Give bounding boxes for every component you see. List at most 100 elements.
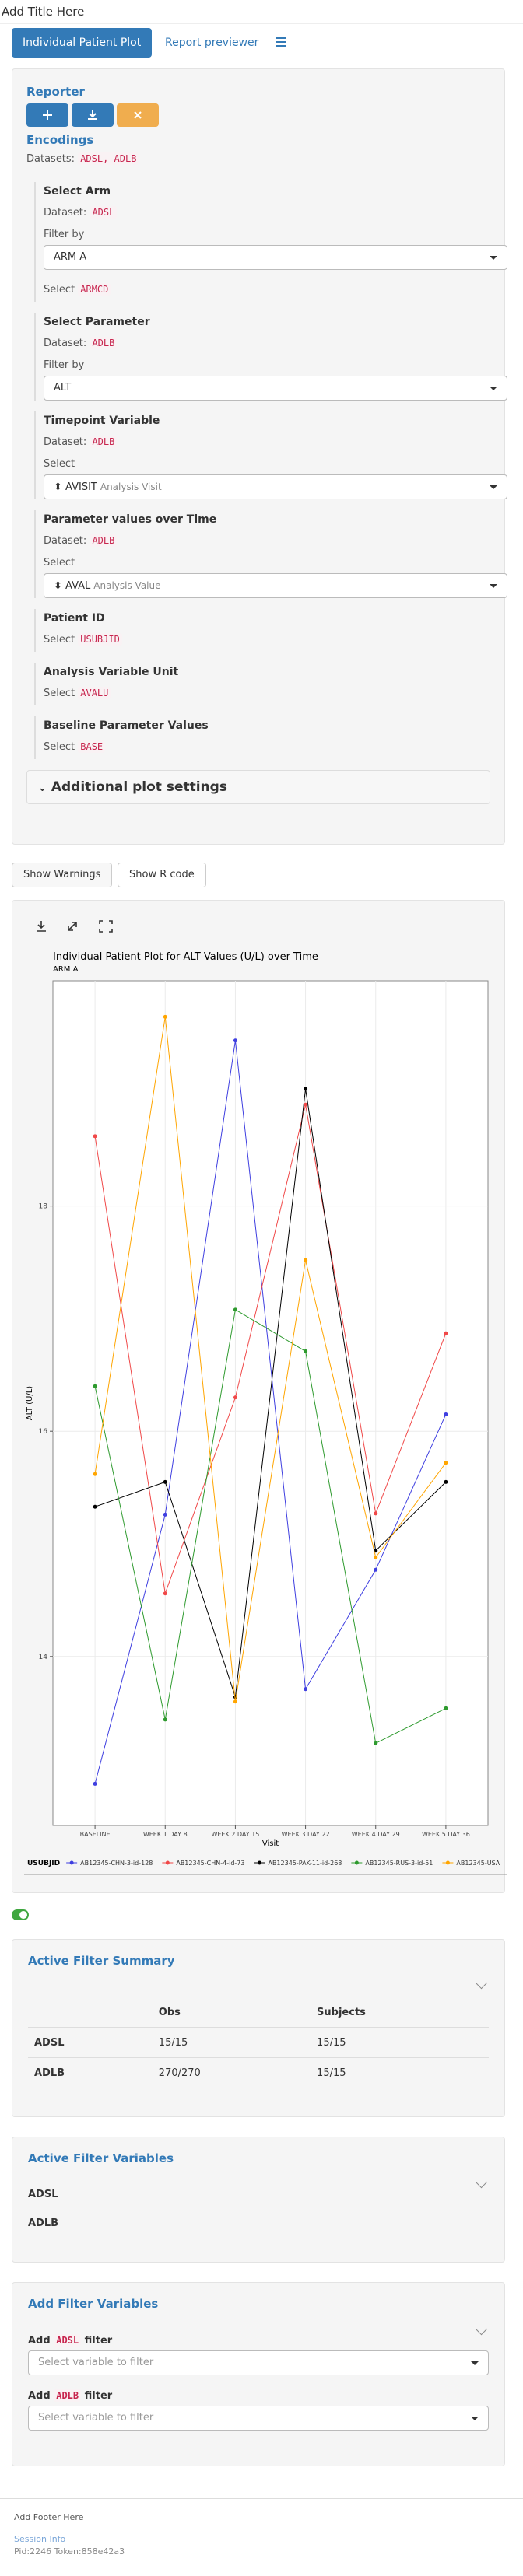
button[interactable]: Show Warnings — [12, 863, 113, 887]
code: AVALU — [78, 687, 111, 699]
accordion-title: Additional plot settings — [51, 779, 227, 795]
sections: Select Arm Dataset: ADSL Filter by ARM A Sel… — [26, 182, 507, 759]
collapse-chevron[interactable] — [475, 2175, 488, 2189]
code: ADSL — [90, 206, 118, 219]
collapse-chevron[interactable] — [475, 1976, 488, 1990]
series-line — [94, 1017, 447, 1702]
tab[interactable]: Report previewer — [165, 37, 259, 49]
legend-swatch — [165, 1860, 170, 1865]
filter-summary-panel: Active Filter Summary Obs Subjects ADSL 15/1… — [12, 1939, 505, 2117]
data-point — [93, 1384, 97, 1388]
series-line — [94, 1104, 447, 1594]
select-box[interactable]: ARM A — [44, 245, 507, 270]
encoding-section: Select Parameter Dataset: ADLB Filter by AL… — [34, 313, 507, 401]
tab[interactable]: Individual Patient Plot — [12, 28, 153, 58]
data-point — [444, 1331, 448, 1335]
panel-title: Active Filter Variables — [28, 2151, 174, 2165]
select-box[interactable]: Select variable to filter — [28, 2350, 489, 2375]
data-point — [444, 1412, 448, 1416]
add-button[interactable] — [26, 103, 68, 127]
data-point — [163, 1512, 167, 1517]
data-point — [374, 1567, 378, 1572]
data-point — [304, 1102, 308, 1107]
select-label: Select — [44, 557, 75, 569]
select-row: Select AVALU — [44, 681, 490, 705]
code: ARMCD — [78, 283, 111, 296]
expand-icon[interactable] — [68, 922, 77, 931]
header-cell: Obs — [152, 1997, 311, 2028]
label: Select — [44, 634, 75, 646]
dataset-row: Dataset: ADLB — [44, 529, 490, 553]
label: Select — [44, 284, 75, 296]
plot-area — [52, 980, 489, 1826]
plot-toolbar — [37, 920, 113, 933]
accordion[interactable]: ⌄ Additional plot settings — [26, 770, 490, 804]
panel-title: Active Filter Summary — [28, 1954, 175, 1968]
y-tick-label: 14 — [39, 1654, 48, 1661]
menu-icon[interactable] — [274, 35, 288, 49]
data-point — [163, 1717, 167, 1722]
dataset-row: Dataset: ADLB — [44, 331, 490, 355]
table-cell: 270/270 — [152, 2057, 311, 2088]
option-desc: Analysis Value — [93, 580, 161, 591]
y-axis-label: ALT (U/L) — [26, 1386, 34, 1420]
option-value: AVISIT — [65, 481, 97, 493]
plot-panel: Individual Patient Plot for ALT Values (… — [12, 900, 507, 1893]
select-box[interactable]: Select variable to filter — [28, 2406, 489, 2431]
filter-label: Add ADSL filter — [28, 2331, 489, 2350]
option-value: AVAL — [65, 580, 91, 592]
label: Dataset: — [44, 207, 87, 219]
chart: Individual Patient Plot for ALT Values (… — [24, 951, 507, 1875]
x-tick-label: BASELINE — [80, 1831, 111, 1838]
toggle-switch[interactable] — [12, 1909, 29, 1920]
legend-title: USUBJID — [27, 1860, 60, 1867]
code: BASE — [78, 740, 106, 753]
section-title: Analysis Variable Unit — [44, 666, 179, 678]
header-cell: Subjects — [311, 1997, 489, 2028]
filter-label: Add ADLB filter — [28, 2386, 489, 2406]
button[interactable]: Show R code — [118, 863, 206, 887]
data-point — [233, 1699, 237, 1704]
dataset-row: Dataset: ADSL — [44, 201, 490, 225]
data-point — [233, 1038, 237, 1043]
option-desc: Analysis Visit — [100, 481, 162, 492]
data-point — [233, 1307, 237, 1312]
table-cell: ADSL — [28, 2027, 153, 2058]
legend-label: AB12345-USA — [456, 1860, 500, 1867]
app-title: Add Title Here — [2, 5, 85, 19]
legend-label: AB12345-PAK-11-id-268 — [268, 1860, 342, 1867]
data-point — [233, 1395, 237, 1400]
data-point — [163, 1479, 167, 1484]
download-icon[interactable] — [37, 921, 46, 932]
table-cell: ADLB — [28, 2057, 153, 2088]
x-tick-label: WEEK 1 DAY 8 — [143, 1831, 188, 1838]
section-title: Timepoint Variable — [44, 415, 160, 427]
data-point — [163, 1591, 167, 1596]
session-link[interactable]: Session Info — [14, 2534, 66, 2544]
legend-swatch — [257, 1860, 262, 1865]
legend-swatch — [354, 1860, 359, 1865]
table-cell: 15/15 — [311, 2027, 489, 2058]
data-point — [93, 1781, 97, 1786]
fullscreen-icon[interactable] — [99, 920, 113, 933]
data-point — [444, 1706, 448, 1710]
table-row: ADSL 15/15 15/15 — [28, 2027, 489, 2058]
code: ADSL — [54, 2334, 82, 2347]
encodings-heading: Encodings — [26, 133, 94, 147]
x-tick-label: WEEK 2 DAY 15 — [211, 1831, 259, 1838]
label: Dataset: — [44, 535, 87, 547]
select-box[interactable]: ALT — [44, 376, 507, 401]
select-box[interactable]: ⬍ AVAL Analysis Value — [44, 573, 507, 598]
label: Dataset: — [44, 436, 87, 448]
select-box[interactable]: ⬍ AVISIT Analysis Visit — [44, 474, 507, 499]
x-tick-label: WEEK 3 DAY 22 — [282, 1831, 330, 1838]
section-title: Select Arm — [44, 185, 111, 198]
reporter-heading: Reporter — [26, 85, 85, 99]
download-button[interactable] — [72, 103, 114, 127]
data-point — [374, 1741, 378, 1745]
reset-button[interactable] — [117, 103, 160, 127]
data-point — [304, 1087, 308, 1091]
code: ADSL, ADLB — [78, 152, 139, 165]
encoding-section: Timepoint Variable Dataset: ADLB Select ⬍ A… — [34, 411, 507, 499]
